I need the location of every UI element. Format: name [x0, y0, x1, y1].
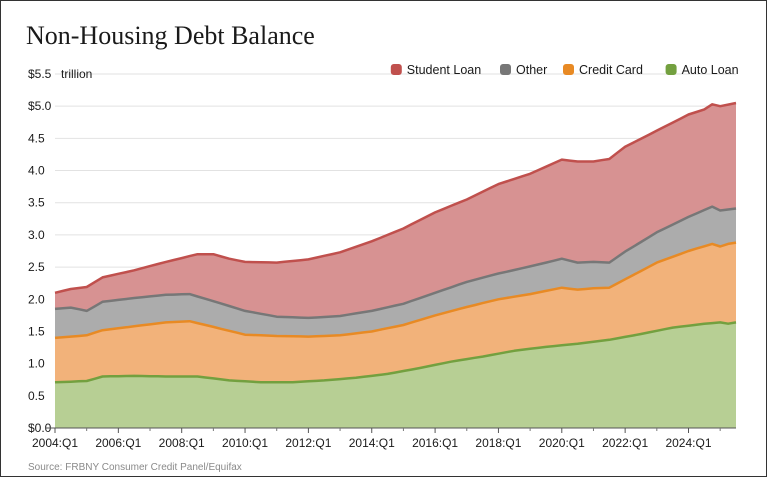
x-tick-label: 2024:Q1 [665, 436, 711, 450]
legend-item-student-loan: Student Loan [390, 63, 481, 77]
y-tick-label: $5.0 [28, 99, 52, 113]
x-tick-label: 2006:Q1 [95, 436, 141, 450]
y-tick-label: 3.5 [28, 196, 45, 210]
x-tick-label: 2020:Q1 [539, 436, 585, 450]
y-tick-label: 2.5 [28, 260, 45, 274]
y-tick-label: $5.5 [28, 67, 52, 81]
axes: $0.0 0.5 1.0 1.5 2.0 2.5 3.0 3.5 4.0 4.5 $5.0 $5.5 t… [28, 67, 736, 450]
x-tick-label: 2018:Q1 [475, 436, 521, 450]
legend-label: Auto Loan [682, 63, 739, 77]
y-tick-label: 2.0 [28, 292, 45, 306]
legend-swatch [390, 64, 402, 75]
x-tick-label: 2014:Q1 [349, 436, 395, 450]
x-tick-label: 2022:Q1 [602, 436, 648, 450]
x-tick-label: 2016:Q1 [412, 436, 458, 450]
legend-item-auto-loan: Auto Loan [665, 63, 739, 77]
y-unit-label: trillion [61, 67, 92, 81]
legend-label: Other [516, 63, 547, 77]
area-credit-card [55, 242, 736, 383]
x-tick-label: 2004:Q1 [32, 436, 78, 450]
y-tick-label: 1.0 [28, 357, 45, 371]
line-other [54, 205, 737, 320]
stacked-areas [54, 101, 737, 428]
x-tick-label: 2010:Q1 [222, 436, 268, 450]
y-tick-label: 4.0 [28, 164, 45, 178]
legend-swatch [665, 64, 677, 75]
legend-swatch [563, 64, 574, 75]
area-student-loan [55, 103, 736, 318]
y-tick-label: 0.5 [28, 389, 45, 403]
legend-swatch [500, 64, 511, 75]
x-tick-label: 2008:Q1 [159, 436, 205, 450]
area-auto-loan [55, 322, 736, 428]
page-title: Non-Housing Debt Balance [26, 21, 315, 50]
source-note: Source: FRBNY Consumer Credit Panel/Equi… [28, 462, 242, 473]
y-tick-label: 4.5 [28, 131, 45, 145]
y-tick-label: $0.0 [28, 421, 52, 435]
legend-label: Student Loan [407, 63, 481, 77]
line-auto-loan [54, 321, 737, 384]
y-tick-label: 1.5 [28, 324, 45, 338]
legend-item-credit-card: Credit Card [563, 63, 643, 77]
x-tick-label: 2012:Q1 [285, 436, 331, 450]
line-credit-card [54, 241, 737, 340]
y-tick-label: 3.0 [28, 228, 45, 242]
line-student-loan [54, 101, 737, 295]
legend: Student Loan Other Credit Card Auto Loan [390, 63, 739, 77]
legend-label: Credit Card [579, 63, 643, 77]
legend-item-other: Other [500, 63, 547, 77]
